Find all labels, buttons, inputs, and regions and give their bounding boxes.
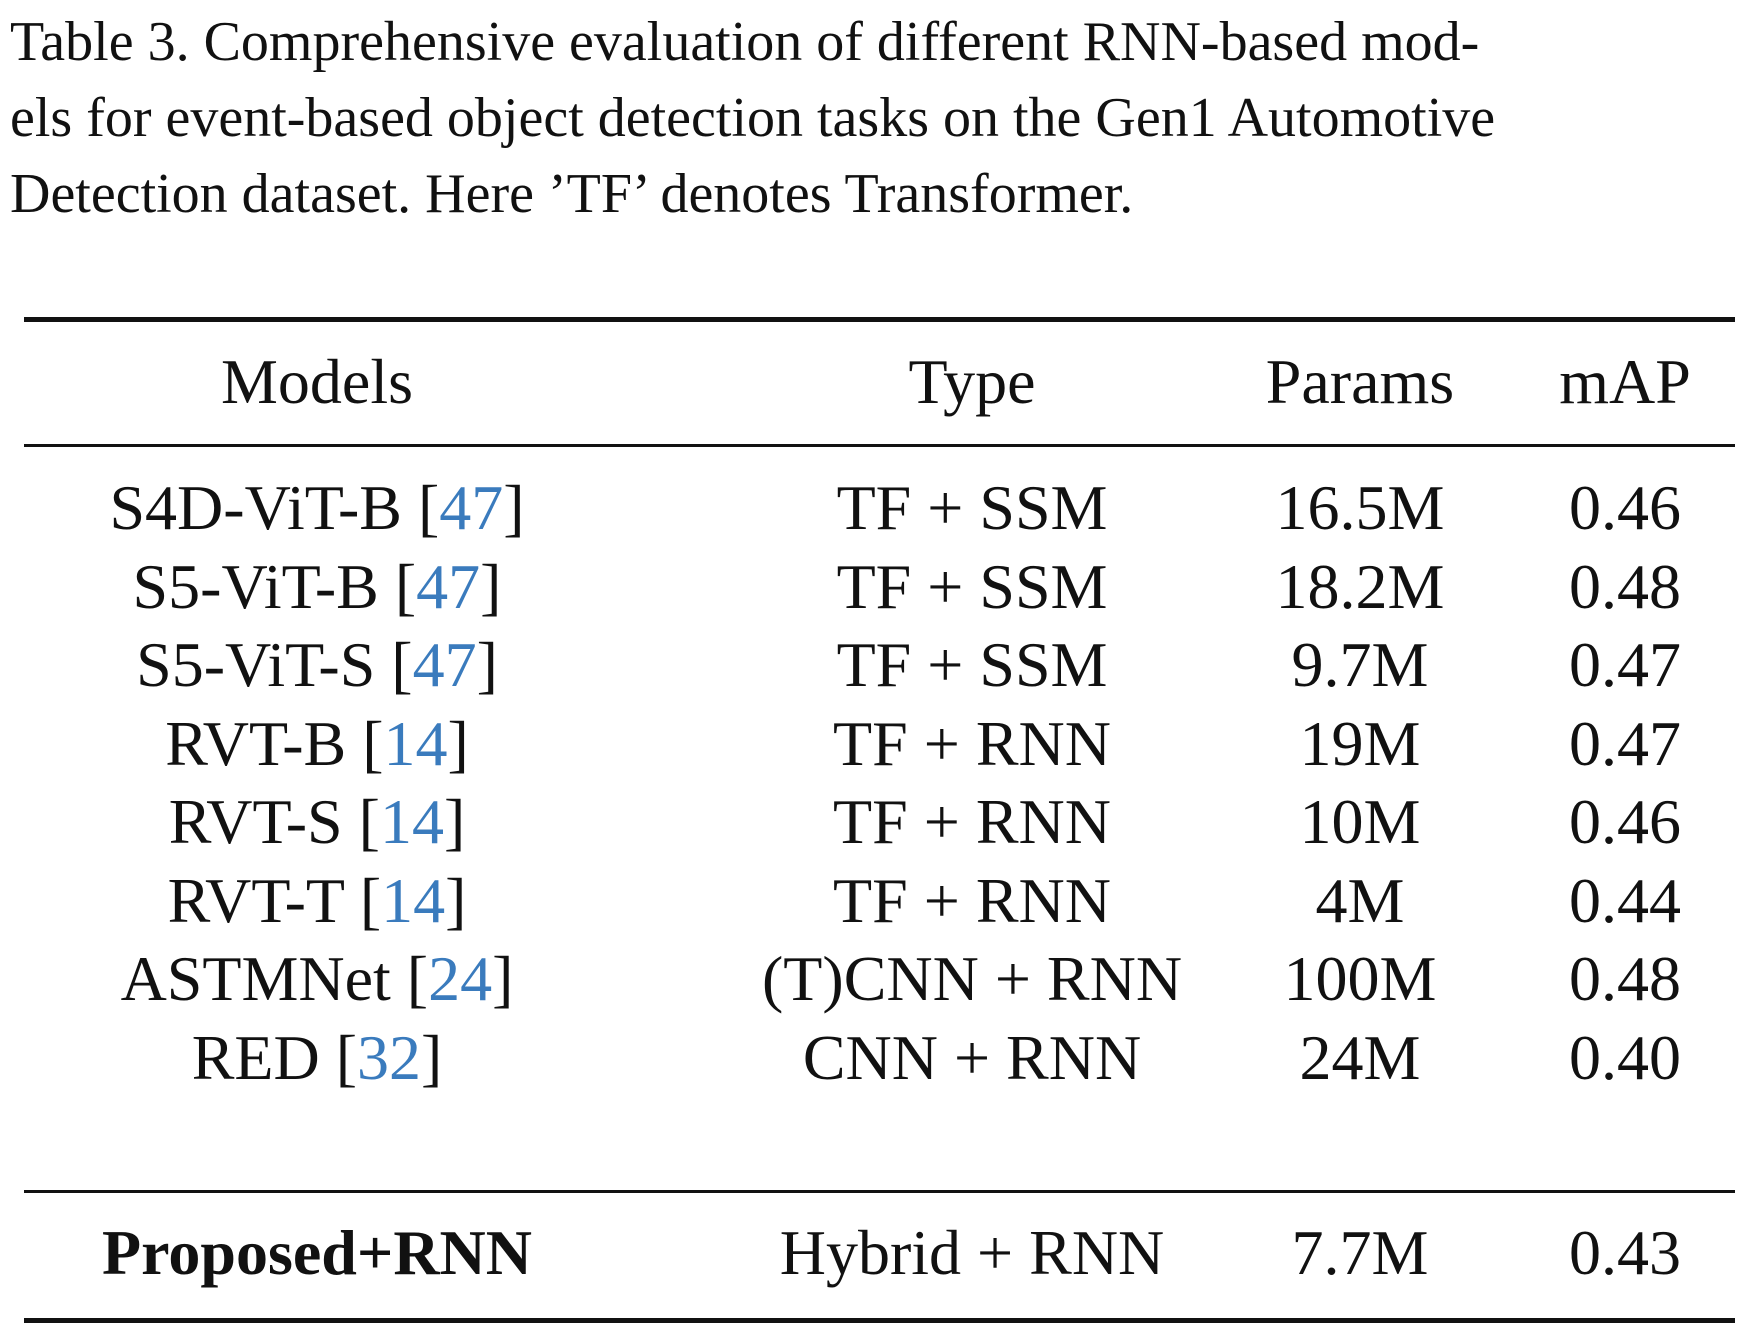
- citation-link[interactable]: 14: [379, 786, 444, 857]
- model-name-cell: RVT-S [14]: [168, 786, 466, 857]
- params-cell: 19M: [1299, 708, 1421, 779]
- proposed-model-name: Proposed+RNN: [102, 1217, 532, 1288]
- model-name: RVT-T: [167, 865, 344, 936]
- params-cell: 100M: [1283, 943, 1437, 1014]
- citation-link[interactable]: 14: [383, 708, 448, 779]
- table-header-rule: [24, 444, 1735, 447]
- type-cell: TF + SSM: [836, 551, 1108, 622]
- header-map: mAP: [1559, 346, 1691, 417]
- header-type: Type: [908, 346, 1036, 417]
- model-name: S5-ViT-B: [132, 551, 379, 622]
- table-row: RVT-S [14] TF + RNN 10M 0.46: [24, 777, 1735, 867]
- table-header-row: Models Type Params mAP: [24, 337, 1735, 427]
- table-row: S5-ViT-B [47] TF + SSM 18.2M 0.48: [24, 542, 1735, 632]
- type-cell: CNN + RNN: [802, 1022, 1142, 1093]
- map-cell: 0.47: [1569, 708, 1681, 779]
- map-cell: 0.46: [1569, 472, 1681, 543]
- table-row: S4D-ViT-B [47] TF + SSM 16.5M 0.46: [24, 463, 1735, 553]
- model-name-cell: RED [32]: [191, 1022, 443, 1093]
- params-cell: 4M: [1315, 865, 1405, 936]
- model-name: RVT-B: [165, 708, 347, 779]
- type-cell: TF + RNN: [833, 865, 1111, 936]
- header-models: Models: [221, 346, 413, 417]
- table-top-rule: [24, 317, 1735, 322]
- table-row: RVT-T [14] TF + RNN 4M 0.44: [24, 856, 1735, 946]
- proposed-map: 0.43: [1569, 1217, 1681, 1288]
- table-caption: Table 3. Comprehensive evaluation of dif…: [10, 4, 1750, 232]
- header-params: Params: [1265, 346, 1455, 417]
- table-row: RED [32] CNN + RNN 24M 0.40: [24, 1013, 1735, 1103]
- table-bottom-rule: [24, 1318, 1735, 1323]
- model-name-cell: S5-ViT-S [47]: [136, 629, 498, 700]
- map-cell: 0.48: [1569, 551, 1681, 622]
- table-row: RVT-B [14] TF + RNN 19M 0.47: [24, 699, 1735, 789]
- caption-line: els for event-based object detection tas…: [10, 87, 1496, 149]
- type-cell: TF + SSM: [836, 472, 1108, 543]
- caption-line: Detection dataset. Here ’TF’ denotes Tra…: [10, 163, 1134, 225]
- type-cell: TF + RNN: [833, 786, 1111, 857]
- citation-link[interactable]: 47: [412, 629, 477, 700]
- table-row: ASTMNet [24] (T)CNN + RNN 100M 0.48: [24, 934, 1735, 1024]
- type-cell: (T)CNN + RNN: [761, 943, 1183, 1014]
- type-cell: TF + SSM: [836, 629, 1108, 700]
- citation-link[interactable]: 24: [428, 943, 493, 1014]
- table-row-proposed: Proposed+RNN Hybrid + RNN 7.7M 0.43: [24, 1208, 1735, 1298]
- model-name-cell: S4D-ViT-B [47]: [109, 472, 525, 543]
- params-cell: 10M: [1299, 786, 1421, 857]
- model-name-cell: RVT-B [14]: [165, 708, 469, 779]
- map-cell: 0.40: [1569, 1022, 1681, 1093]
- params-cell: 24M: [1299, 1022, 1421, 1093]
- map-cell: 0.46: [1569, 786, 1681, 857]
- proposed-type: Hybrid + RNN: [779, 1217, 1165, 1288]
- map-cell: 0.48: [1569, 943, 1681, 1014]
- citation-link[interactable]: 47: [439, 472, 504, 543]
- table-row: S5-ViT-S [47] TF + SSM 9.7M 0.47: [24, 620, 1735, 710]
- citation-link[interactable]: 32: [357, 1022, 421, 1093]
- citation-link[interactable]: 14: [381, 865, 446, 936]
- table-separator-rule: [24, 1190, 1735, 1193]
- model-name: ASTMNet: [120, 943, 391, 1014]
- model-name: RVT-S: [168, 786, 343, 857]
- map-cell: 0.47: [1569, 629, 1681, 700]
- params-cell: 18.2M: [1275, 551, 1445, 622]
- type-cell: TF + RNN: [833, 708, 1111, 779]
- model-name: S4D-ViT-B: [109, 472, 402, 543]
- params-cell: 16.5M: [1275, 472, 1445, 543]
- model-name: RED: [191, 1022, 320, 1093]
- map-cell: 0.44: [1569, 865, 1681, 936]
- model-name-cell: RVT-T [14]: [167, 865, 467, 936]
- caption-line: Table 3. Comprehensive evaluation of dif…: [10, 11, 1480, 73]
- model-name-cell: S5-ViT-B [47]: [132, 551, 502, 622]
- params-cell: 9.7M: [1291, 629, 1429, 700]
- model-name: S5-ViT-S: [136, 629, 376, 700]
- proposed-params: 7.7M: [1291, 1217, 1429, 1288]
- citation-link[interactable]: 47: [416, 551, 481, 622]
- model-name-cell: ASTMNet [24]: [120, 943, 514, 1014]
